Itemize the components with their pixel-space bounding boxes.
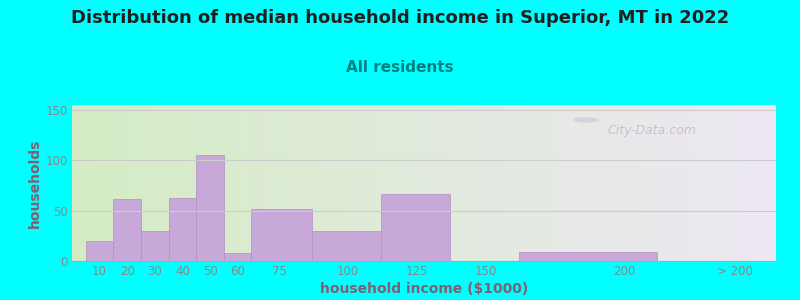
Bar xyxy=(312,231,382,261)
Text: City-Data.com: City-Data.com xyxy=(607,124,696,137)
Bar xyxy=(519,252,658,261)
Bar xyxy=(114,199,141,261)
Bar xyxy=(224,253,251,261)
Bar xyxy=(141,231,169,261)
Bar xyxy=(196,155,224,261)
Bar xyxy=(251,209,312,261)
Bar xyxy=(86,241,114,261)
Y-axis label: households: households xyxy=(27,138,42,228)
Bar xyxy=(169,198,196,261)
Text: Distribution of median household income in Superior, MT in 2022: Distribution of median household income … xyxy=(71,9,729,27)
Text: All residents: All residents xyxy=(346,60,454,75)
Circle shape xyxy=(574,117,598,123)
X-axis label: household income ($1000): household income ($1000) xyxy=(320,282,528,296)
Bar xyxy=(382,194,450,261)
